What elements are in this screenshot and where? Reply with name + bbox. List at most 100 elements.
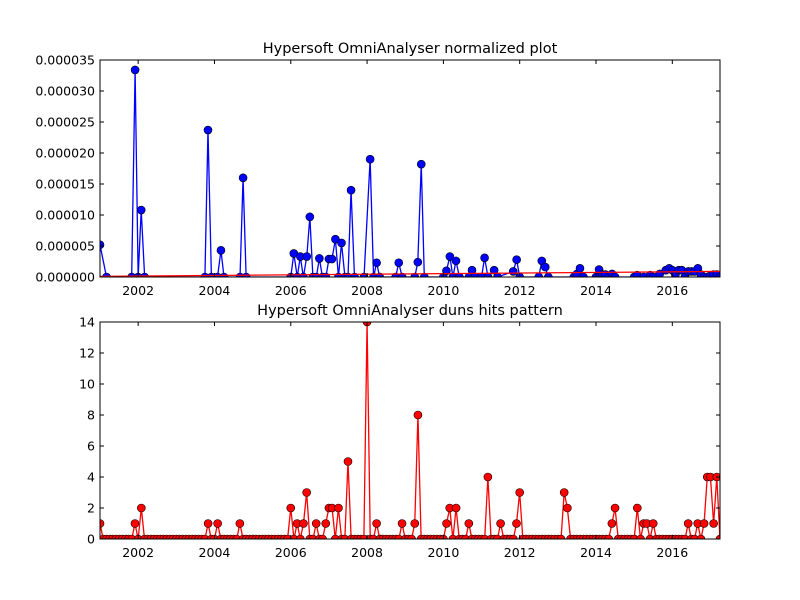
data-point xyxy=(683,519,693,528)
data-point xyxy=(330,534,340,539)
data-point xyxy=(648,272,658,277)
data-point xyxy=(397,519,407,528)
y-tick-label: 0 xyxy=(87,532,95,547)
data-point xyxy=(556,534,566,539)
data-point xyxy=(604,534,613,539)
data-point xyxy=(136,205,146,215)
data-point xyxy=(629,534,639,539)
x-tick-label: 2014 xyxy=(580,545,612,560)
data-point xyxy=(493,534,502,539)
data-point xyxy=(735,489,743,497)
data-point xyxy=(130,65,140,75)
data-point xyxy=(413,410,423,420)
y-tick-label: 2 xyxy=(87,501,95,516)
data-point xyxy=(451,503,461,513)
data-point xyxy=(289,534,299,539)
x-tick-label: 2008 xyxy=(351,545,383,560)
data-point xyxy=(738,520,746,528)
x-tick-label: 2008 xyxy=(351,283,383,298)
chart-title: Hypersoft OmniAnalyser normalized plot xyxy=(263,41,558,57)
data-point xyxy=(302,488,311,497)
x-tick-label: 2004 xyxy=(199,283,231,298)
data-point xyxy=(648,519,658,528)
data-point xyxy=(413,257,423,267)
data-point xyxy=(315,254,324,263)
data-point xyxy=(607,519,617,528)
y-tick-label: 12 xyxy=(79,346,95,361)
x-tick-label: 2004 xyxy=(199,545,231,560)
data-point xyxy=(559,488,569,497)
data-point xyxy=(483,472,493,482)
data-point xyxy=(715,272,720,277)
data-point xyxy=(610,503,620,513)
data-point xyxy=(448,534,458,539)
data-point xyxy=(722,473,730,481)
data-point xyxy=(732,473,740,481)
data-point xyxy=(203,519,213,528)
data-point xyxy=(461,534,470,539)
data-point xyxy=(372,258,381,268)
data-point xyxy=(540,262,550,272)
axes-frame xyxy=(99,59,721,278)
data-point xyxy=(636,534,645,539)
series-line xyxy=(100,69,720,277)
y-tick-label: 6 xyxy=(87,439,95,454)
y-tick-label: 4 xyxy=(87,470,95,485)
chart-title: Hypersoft OmniAnalyser duns hits pattern xyxy=(257,303,563,319)
data-point xyxy=(372,519,381,528)
data-point xyxy=(751,535,759,543)
plot-area xyxy=(100,65,720,277)
x-tick-label: 2006 xyxy=(275,283,307,298)
data-point xyxy=(451,256,461,266)
data-point xyxy=(489,265,499,275)
x-tick-label: 2010 xyxy=(427,283,459,298)
data-point xyxy=(321,519,331,528)
data-point xyxy=(299,519,308,528)
data-point xyxy=(699,519,709,528)
data-point xyxy=(512,519,521,528)
data-point xyxy=(442,519,451,528)
y-tick-label: 0.000015 xyxy=(35,177,95,192)
x-tick-label: 2006 xyxy=(275,545,307,560)
data-point xyxy=(318,534,327,539)
data-point xyxy=(442,266,451,276)
data-point xyxy=(445,252,455,261)
data-point xyxy=(283,534,292,539)
data-point xyxy=(745,520,753,528)
data-point xyxy=(369,534,378,539)
data-point xyxy=(748,535,756,543)
y-tick-label: 0.000000 xyxy=(35,270,95,285)
data-point xyxy=(645,534,655,539)
data-point xyxy=(757,520,765,528)
data-point xyxy=(346,185,356,195)
data-point xyxy=(515,488,524,497)
y-tick-label: 14 xyxy=(79,315,95,330)
data-point xyxy=(232,534,242,539)
data-point xyxy=(509,534,518,539)
data-point xyxy=(311,519,321,528)
data-point xyxy=(496,519,505,528)
x-tick-label: 2012 xyxy=(504,283,536,298)
x-tick-label: 2012 xyxy=(504,545,536,560)
x-tick-label: 2016 xyxy=(656,545,688,560)
data-point xyxy=(680,534,690,539)
data-point xyxy=(480,534,489,539)
data-point xyxy=(633,503,642,513)
data-point xyxy=(365,154,375,164)
data-point xyxy=(100,519,105,528)
data-point xyxy=(327,254,337,264)
x-tick-label: 2016 xyxy=(656,283,688,298)
data-point xyxy=(334,503,343,513)
data-point xyxy=(741,473,749,481)
y-tick-label: 0.000030 xyxy=(35,84,95,99)
data-point xyxy=(690,534,699,539)
x-tick-label: 2010 xyxy=(427,545,459,560)
plot-area xyxy=(100,322,765,543)
y-tick-label: 0.000020 xyxy=(35,146,95,161)
data-point xyxy=(508,267,518,276)
data-point xyxy=(696,534,706,539)
x-tick-label: 2002 xyxy=(122,545,154,560)
y-tick-label: 0.000010 xyxy=(35,208,95,223)
data-point xyxy=(359,534,369,539)
